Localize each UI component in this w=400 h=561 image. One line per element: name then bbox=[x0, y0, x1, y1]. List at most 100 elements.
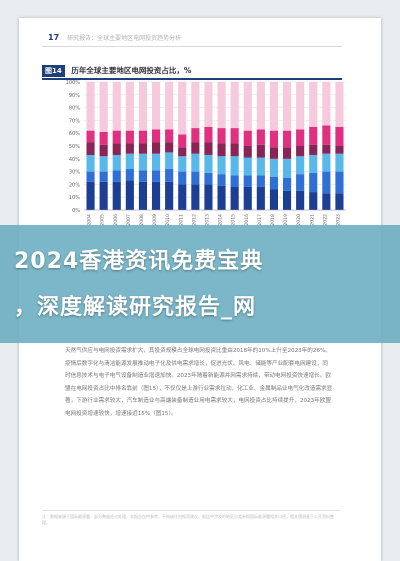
bar-segment bbox=[125, 143, 134, 154]
bar-segment bbox=[322, 171, 331, 194]
bar-segment bbox=[296, 190, 305, 210]
x-tick-label: 2007 bbox=[126, 214, 132, 226]
y-tick-label: 90% bbox=[69, 93, 80, 99]
bar-segment bbox=[256, 157, 265, 176]
banner-line-1: 2024香港资讯免费宝典 bbox=[14, 249, 264, 274]
y-tick-label: 70% bbox=[69, 118, 80, 124]
x-tick-label: 2022 bbox=[322, 214, 328, 226]
page-number: 17 bbox=[48, 33, 60, 42]
bar-segment bbox=[322, 144, 331, 154]
bar-segment bbox=[230, 175, 239, 187]
bar-segment bbox=[165, 169, 174, 182]
x-tick-label: 2009 bbox=[152, 214, 158, 226]
bar-segment bbox=[217, 128, 226, 144]
x-tick-label: 2008 bbox=[139, 214, 145, 226]
bar-segment bbox=[282, 130, 292, 148]
bar-segment bbox=[256, 175, 265, 187]
bar-segment bbox=[125, 130, 134, 144]
bar-segment bbox=[178, 184, 187, 210]
bar-segment bbox=[99, 144, 108, 157]
bar-segment bbox=[230, 143, 239, 157]
bar-segment bbox=[204, 82, 213, 127]
bar-segment bbox=[243, 175, 252, 187]
bar-segment bbox=[269, 82, 279, 131]
x-tick-label: 2020 bbox=[296, 214, 302, 226]
bar-segment bbox=[309, 172, 318, 193]
bar-segment bbox=[269, 176, 279, 190]
bar-segment bbox=[217, 156, 226, 175]
bar-segment bbox=[151, 82, 161, 130]
bar-segment bbox=[243, 186, 252, 210]
bar-segment bbox=[99, 156, 108, 172]
bar-segment bbox=[335, 82, 344, 127]
bar-segment bbox=[151, 153, 161, 171]
bar-segment bbox=[309, 154, 318, 173]
bar-segment bbox=[335, 193, 344, 210]
x-tick-label: 2005 bbox=[100, 214, 106, 226]
bar-segment bbox=[309, 192, 318, 210]
bar-segment bbox=[165, 142, 174, 153]
y-tick-label: 60% bbox=[69, 131, 80, 137]
bar-segment bbox=[99, 131, 108, 145]
bar-segment bbox=[296, 129, 305, 146]
bar-segment bbox=[138, 153, 148, 171]
bar-segment bbox=[282, 190, 292, 210]
x-tick-label: 2004 bbox=[87, 214, 93, 226]
figure-tag: 图14 bbox=[42, 65, 65, 77]
bar-segment bbox=[296, 82, 305, 130]
bar-segment bbox=[256, 186, 265, 210]
bar-segment bbox=[309, 144, 318, 155]
bar-segment bbox=[191, 184, 200, 210]
x-tick-label: 2023 bbox=[335, 214, 341, 226]
bar-segment bbox=[230, 186, 239, 210]
bar-segment bbox=[191, 82, 200, 129]
banner-line-2: ，深度解读研究报告_网 bbox=[14, 295, 257, 320]
x-tick-label: 2015 bbox=[231, 214, 237, 226]
x-tick-label: 2014 bbox=[218, 214, 224, 226]
bar-segment bbox=[151, 142, 161, 154]
bar-segment bbox=[204, 184, 213, 210]
bar-segment bbox=[335, 171, 344, 194]
bar-segment bbox=[165, 129, 174, 143]
bar-segment bbox=[322, 153, 331, 172]
bar-segment bbox=[243, 157, 252, 176]
y-tick-label: 30% bbox=[69, 170, 80, 176]
bar-segment bbox=[86, 181, 95, 210]
bar-segment bbox=[256, 82, 265, 130]
y-tick-label: 50% bbox=[69, 144, 80, 150]
x-tick-label: 2021 bbox=[309, 214, 315, 226]
bar-segment bbox=[165, 82, 174, 130]
footer-note: 注：数据来源于国际能源署，部分数据经过处理。本报告仅供参考，不构成任何投资建议。… bbox=[42, 514, 334, 525]
y-tick-label: 0% bbox=[72, 208, 80, 214]
bar-segment bbox=[165, 181, 174, 210]
bar-segment bbox=[243, 146, 252, 158]
bar-segment bbox=[151, 181, 161, 210]
bar-segment bbox=[230, 128, 239, 144]
bar-segment bbox=[191, 153, 200, 172]
y-tick-label: 10% bbox=[69, 195, 80, 201]
header-divider bbox=[42, 46, 342, 47]
bar-segment bbox=[191, 128, 200, 143]
bar-segment bbox=[309, 82, 318, 127]
bar-segment bbox=[178, 171, 187, 185]
bar-segment bbox=[217, 143, 226, 157]
x-tick-label: 2017 bbox=[257, 214, 263, 226]
bar-segment bbox=[322, 125, 331, 145]
x-tick-label: 2016 bbox=[244, 214, 250, 226]
bar-segment bbox=[138, 170, 148, 182]
bar-segment bbox=[217, 174, 226, 186]
y-tick-label: 40% bbox=[69, 157, 80, 163]
bar-segment bbox=[125, 153, 134, 170]
bar-segment bbox=[178, 134, 187, 148]
bar-segment bbox=[125, 169, 134, 181]
bar-segment bbox=[86, 142, 95, 155]
bar-segment bbox=[243, 82, 252, 131]
bar-segment bbox=[269, 147, 279, 159]
bar-segment bbox=[112, 130, 121, 144]
bar-segment bbox=[335, 146, 344, 154]
bar-segment bbox=[269, 158, 279, 177]
bar-segment bbox=[125, 82, 134, 131]
bar-segment bbox=[269, 189, 279, 210]
bar-segment bbox=[151, 129, 161, 143]
bar-segment bbox=[178, 147, 187, 157]
